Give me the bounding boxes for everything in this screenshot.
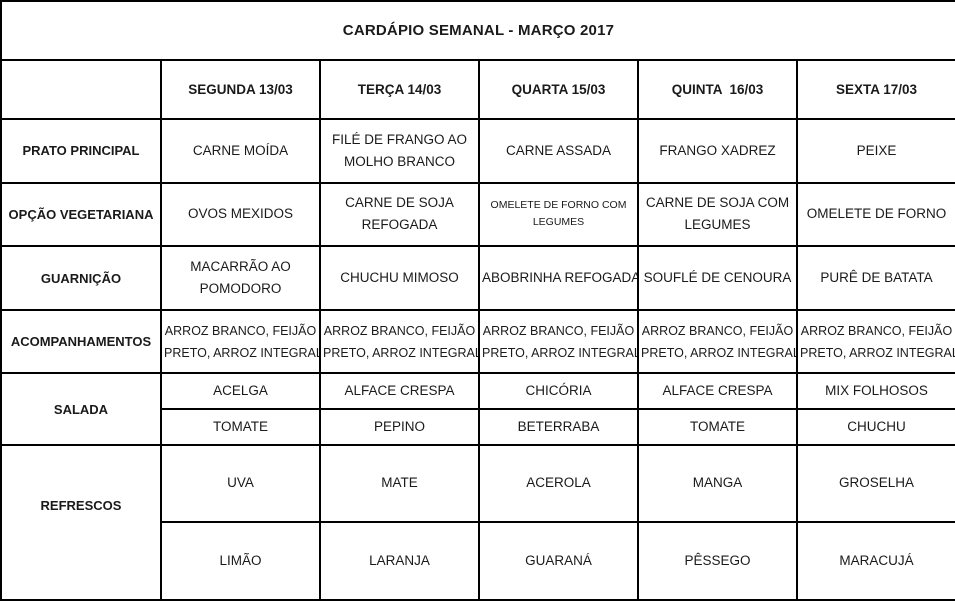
menu-cell: ARROZ BRANCO, FEIJÃO PRETO, ARROZ INTEGR… bbox=[478, 308, 639, 375]
table-row: ACOMPANHAMENTOS ARROZ BRANCO, FEIJÃO PRE… bbox=[0, 308, 955, 375]
row-label-salada: SALADA bbox=[0, 372, 162, 446]
day-header-row: SEGUNDA 13/03 TERÇA 14/03 QUARTA 15/03 Q… bbox=[0, 59, 955, 120]
menu-cell: OMELETE DE FORNO bbox=[796, 181, 955, 248]
table-row: OPÇÃO VEGETARIANA OVOS MEXIDOS CARNE DE … bbox=[0, 181, 955, 248]
menu-cell: ABOBRINHA REFOGADA bbox=[478, 245, 639, 311]
table-row: TOMATE PEPINO BETERRABA TOMATE CHUCHU bbox=[1, 408, 955, 446]
menu-cell: PÊSSEGO bbox=[637, 521, 798, 601]
menu-cell: FRANGO XADREZ bbox=[637, 118, 798, 184]
row-label-opcao-vegetariana: OPÇÃO VEGETARIANA bbox=[0, 181, 162, 248]
table-row: GUARNIÇÃO MACARRÃO AO POMODORO CHUCHU MI… bbox=[0, 245, 955, 311]
menu-cell: CARNE MOÍDA bbox=[160, 118, 321, 184]
table-row: SALADA ACELGA ALFACE CRESPA CHICÓRIA ALF… bbox=[0, 372, 955, 446]
table-row: PRATO PRINCIPAL CARNE MOÍDA FILÉ DE FRAN… bbox=[0, 118, 955, 184]
menu-cell: LIMÃO bbox=[160, 521, 321, 601]
col-header-quarta: QUARTA 15/03 bbox=[478, 59, 639, 120]
col-header-terca: TERÇA 14/03 bbox=[319, 59, 480, 120]
col-header-quinta: QUINTA 16/03 bbox=[637, 59, 798, 120]
menu-cell: MANGA bbox=[637, 443, 798, 524]
menu-cell: PEIXE bbox=[796, 118, 955, 184]
row-label-guarnicao: GUARNIÇÃO bbox=[0, 245, 162, 311]
menu-cell: GUARANÁ bbox=[478, 521, 639, 601]
menu-cell: CHUCHU MIMOSO bbox=[319, 245, 480, 311]
menu-cell: CARNE ASSADA bbox=[478, 118, 639, 184]
page-title: CARDÁPIO SEMANAL - MARÇO 2017 bbox=[0, 0, 955, 61]
col-header-sexta: SEXTA 17/03 bbox=[796, 59, 955, 120]
menu-cell: ALFACE CRESPA bbox=[319, 372, 480, 411]
menu-cell: CHICÓRIA bbox=[478, 372, 639, 411]
menu-cell: CARNE DE SOJA REFOGADA bbox=[319, 181, 480, 248]
row-label-refrescos: REFRESCOS bbox=[0, 443, 162, 601]
menu-cell: OVOS MEXIDOS bbox=[160, 181, 321, 248]
menu-cell: OMELETE DE FORNO COM LEGUMES bbox=[478, 181, 639, 248]
menu-cell: TOMATE bbox=[637, 408, 798, 446]
refrescos-label-text: REFRESCOS bbox=[40, 498, 122, 514]
col-header-segunda: SEGUNDA 13/03 bbox=[160, 59, 321, 120]
menu-cell: TOMATE bbox=[160, 408, 321, 446]
corner-cell bbox=[0, 59, 162, 120]
row-label-acompanhamentos: ACOMPANHAMENTOS bbox=[0, 308, 162, 375]
menu-cell: ARROZ BRANCO, FEIJÃO PRETO, ARROZ INTEGR… bbox=[796, 308, 955, 375]
menu-cell: FILÉ DE FRANGO AO MOLHO BRANCO bbox=[319, 118, 480, 184]
menu-cell: BETERRABA bbox=[478, 408, 639, 446]
table-row: LIMÃO LARANJA GUARANÁ PÊSSEGO MARACUJÁ bbox=[1, 521, 955, 601]
row-label-prato-principal: PRATO PRINCIPAL bbox=[0, 118, 162, 184]
table-row: REFRESCOS UVA MATE ACEROLA MANGA GROSELH… bbox=[0, 443, 955, 601]
menu-cell: ARROZ BRANCO, FEIJÃO PRETO, ARROZ INTEGR… bbox=[637, 308, 798, 375]
menu-cell: CHUCHU bbox=[796, 408, 955, 446]
menu-cell: CARNE DE SOJA COM LEGUMES bbox=[637, 181, 798, 248]
menu-cell: GROSELHA bbox=[796, 443, 955, 524]
menu-cell: LARANJA bbox=[319, 521, 480, 601]
menu-cell: PURÊ DE BATATA bbox=[796, 245, 955, 311]
menu-cell: PEPINO bbox=[319, 408, 480, 446]
menu-cell: ACEROLA bbox=[478, 443, 639, 524]
menu-cell: MIX FOLHOSOS bbox=[796, 372, 955, 411]
menu-cell: UVA bbox=[160, 443, 321, 524]
menu-cell: ALFACE CRESPA bbox=[637, 372, 798, 411]
menu-cell: MATE bbox=[319, 443, 480, 524]
menu-cell: MARACUJÁ bbox=[796, 521, 955, 601]
menu-cell: ACELGA bbox=[160, 372, 321, 411]
menu-cell: MACARRÃO AO POMODORO bbox=[160, 245, 321, 311]
menu-cell: SOUFLÉ DE CENOURA bbox=[637, 245, 798, 311]
title-row: CARDÁPIO SEMANAL - MARÇO 2017 bbox=[0, 0, 955, 61]
menu-cell: ARROZ BRANCO, FEIJÃO PRETO, ARROZ INTEGR… bbox=[160, 308, 321, 375]
menu-cell: ARROZ BRANCO, FEIJÃO PRETO, ARROZ INTEGR… bbox=[319, 308, 480, 375]
